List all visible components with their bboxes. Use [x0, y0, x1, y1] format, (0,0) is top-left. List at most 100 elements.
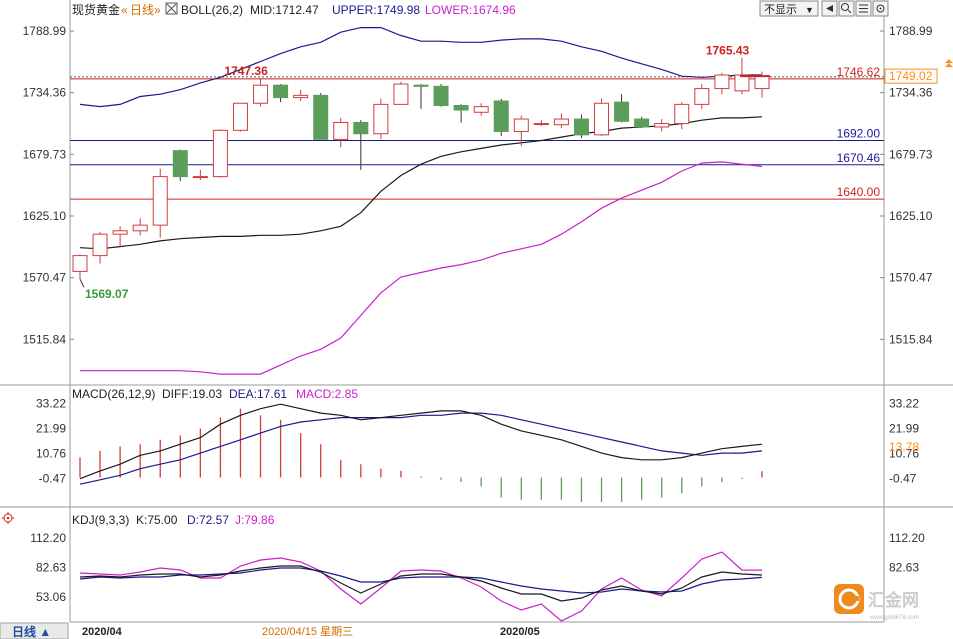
- boll-lower-line: [80, 161, 763, 375]
- watermark-text: 汇金网: [868, 590, 919, 610]
- kdj-settings-icon[interactable]: [2, 512, 14, 524]
- price-tick-label-right: 1788.99: [889, 24, 933, 38]
- price-annotations: 1747.36 1765.43 1569.07 1749.02: [79, 44, 953, 301]
- candle-3: [132, 218, 148, 236]
- candle-body: [473, 106, 489, 113]
- candle-body: [333, 121, 349, 140]
- candle-body: [433, 85, 449, 107]
- kdj-j-value: J:79.86: [235, 513, 275, 527]
- kdj-title: KDJ(9,3,3): [72, 513, 129, 527]
- settings-icon[interactable]: [872, 0, 889, 17]
- candle-body: [533, 123, 549, 126]
- boll-upper-value: UPPER:1749.98: [332, 3, 420, 17]
- candle-18: [433, 84, 449, 107]
- candle-9: [253, 78, 269, 107]
- candle-body: [212, 129, 228, 178]
- candle-17: [413, 84, 429, 109]
- annot-low-label: 1569.07: [85, 287, 129, 301]
- period-prefix: «: [121, 3, 128, 17]
- candle-11: [293, 89, 309, 101]
- candle-body: [634, 118, 650, 128]
- period-button[interactable]: 日线 ▲: [0, 622, 69, 639]
- candle-body: [754, 75, 770, 90]
- current-price-label: 1749.02: [889, 69, 933, 83]
- candle-0: [72, 254, 88, 280]
- macd-tick-right: 10.76: [889, 447, 919, 461]
- price-tick-label-right: 1515.84: [889, 332, 933, 346]
- candle-14: [353, 120, 369, 170]
- cursor-date-label: 2020/04/15 星期三: [262, 625, 353, 638]
- candle-16: [393, 81, 409, 105]
- period-link[interactable]: 日线: [130, 3, 154, 17]
- price-tick-label-left: 1734.36: [23, 86, 67, 100]
- date-label-april: 2020/04: [82, 626, 123, 638]
- macd-tick-left: 21.99: [36, 422, 66, 436]
- candle-25: [573, 114, 589, 139]
- candle-body: [413, 84, 429, 87]
- candle-body: [313, 94, 329, 140]
- candle-32: [714, 72, 730, 95]
- annot-pointer: [79, 279, 85, 288]
- candle-8: [232, 102, 248, 132]
- period-suffix: »: [154, 3, 161, 17]
- macd-tick-right: 21.99: [889, 422, 919, 436]
- price-tick-label-left: 1679.73: [23, 147, 67, 161]
- candle-24: [553, 113, 569, 129]
- candle-19: [453, 104, 469, 123]
- kdj-tick-right: 82.63: [889, 560, 919, 574]
- candle-body: [92, 233, 108, 257]
- kdj-d-line: [79, 567, 763, 594]
- hline-label-1670.46: 1670.46: [837, 151, 881, 165]
- candle-body: [353, 121, 369, 135]
- kdj-tick-left: 53.06: [36, 590, 66, 604]
- macd-tick-left: 33.22: [36, 397, 66, 411]
- candle-body: [132, 224, 148, 232]
- price-tick-label-left: 1788.99: [23, 24, 67, 38]
- candle-12: [313, 93, 329, 140]
- candle-10: [273, 84, 289, 103]
- date-label-may: 2020/05: [500, 626, 540, 638]
- hline-label-1746.62: 1746.62: [837, 65, 881, 79]
- kdj-k-value: K:75.00: [136, 513, 178, 527]
- candle-body: [172, 150, 188, 178]
- zoom-icon[interactable]: [838, 0, 855, 17]
- candle-4: [152, 168, 168, 238]
- display-dropdown[interactable]: 不显示 ▼: [759, 0, 819, 17]
- price-tick-label-right: 1734.36: [889, 86, 933, 100]
- list-icon[interactable]: [855, 0, 872, 17]
- candle-body: [273, 84, 289, 99]
- macd-dea-value: DEA:17.61: [229, 387, 287, 401]
- kdj-plot: 112.20 112.20 82.63 82.63 53.06: [30, 531, 925, 622]
- candle-13: [333, 117, 349, 148]
- kdj-tick-right: 112.20: [889, 531, 925, 545]
- candle-7: [212, 129, 228, 178]
- candle-21: [493, 98, 509, 136]
- candle-body: [674, 103, 690, 125]
- pan-left-icon[interactable]: [821, 0, 838, 17]
- candle-body: [72, 255, 88, 272]
- macd-tick-right: 33.22: [889, 397, 919, 411]
- macd-plot: 33.22 33.22 21.99 21.99 10.76 10.76 -0.47 -0.47…: [36, 397, 919, 502]
- kdj-tick-left: 82.63: [36, 560, 66, 574]
- candle-body: [373, 103, 389, 135]
- candle-body: [513, 118, 529, 132]
- candle-body: [253, 84, 269, 104]
- candle-5: [172, 149, 188, 182]
- dropdown-arrow-icon: ▼: [805, 5, 814, 15]
- macd-diff-line: [79, 403, 763, 480]
- boll-mid-value: MID:1712.47: [250, 3, 319, 17]
- candle-body: [192, 176, 208, 179]
- boll-toggle-icon[interactable]: [165, 2, 178, 15]
- boll-title: BOLL(26,2): [181, 3, 243, 17]
- candle-body: [112, 230, 128, 235]
- candle-31: [694, 84, 710, 109]
- period-button-label: 日线 ▲: [12, 624, 51, 639]
- macd-tick-right: -0.47: [889, 472, 917, 486]
- hline-label-1640.00: 1640.00: [837, 185, 881, 199]
- watermark-logo: 汇金网 www.gold678.com: [834, 584, 919, 621]
- candle-26: [594, 98, 610, 136]
- candle-29: [654, 119, 670, 132]
- price-tick-label-left: 1570.47: [23, 271, 67, 285]
- candle-30: [674, 102, 690, 130]
